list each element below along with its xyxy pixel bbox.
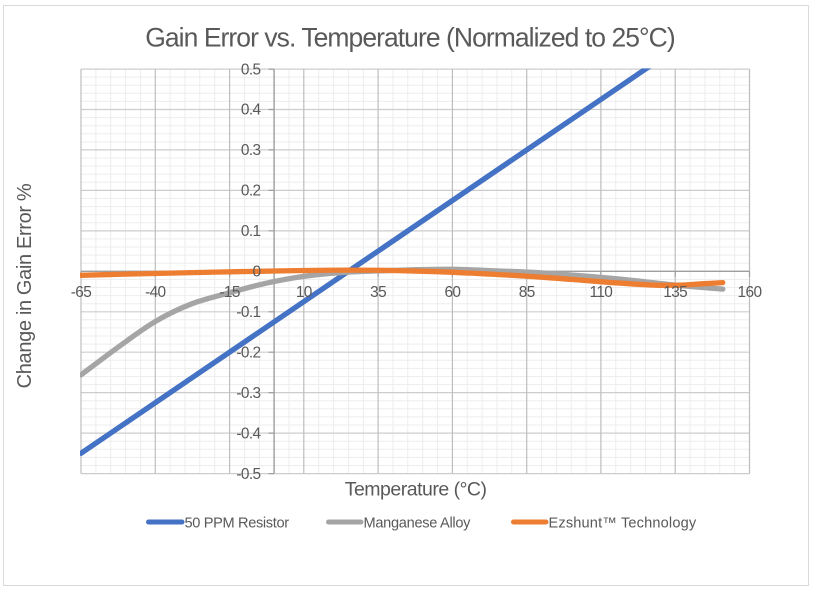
svg-text:-0.4: -0.4 <box>236 425 261 442</box>
svg-text:110: 110 <box>590 284 613 301</box>
svg-text:Change in Gain Error %: Change in Gain Error % <box>14 183 36 388</box>
svg-text:Temperature (°C): Temperature (°C) <box>345 479 487 501</box>
svg-text:160: 160 <box>738 284 762 301</box>
svg-text:0: 0 <box>253 264 261 281</box>
svg-text:50 PPM Resistor: 50 PPM Resistor <box>185 516 290 532</box>
svg-text:-15: -15 <box>219 284 239 301</box>
svg-text:-0.5: -0.5 <box>236 466 260 483</box>
svg-text:Manganese Alloy: Manganese Alloy <box>364 516 472 532</box>
svg-text:-0.2: -0.2 <box>236 344 260 361</box>
svg-text:-40: -40 <box>145 284 165 301</box>
svg-text:60: 60 <box>444 284 460 301</box>
svg-text:10: 10 <box>296 284 312 301</box>
svg-text:35: 35 <box>370 284 386 301</box>
svg-text:0.3: 0.3 <box>241 142 261 159</box>
svg-text:-0.3: -0.3 <box>236 385 260 402</box>
svg-text:-0.1: -0.1 <box>236 304 260 321</box>
svg-text:Gain Error vs. Temperature (No: Gain Error vs. Temperature (Normalized t… <box>145 23 675 53</box>
svg-text:0.4: 0.4 <box>241 102 262 119</box>
svg-text:0.2: 0.2 <box>241 183 261 200</box>
svg-text:Ezshunt™ Technology: Ezshunt™ Technology <box>549 516 697 532</box>
svg-text:135: 135 <box>663 284 687 301</box>
svg-text:0.1: 0.1 <box>241 223 261 240</box>
svg-text:0.5: 0.5 <box>241 61 261 78</box>
svg-text:-65: -65 <box>71 284 91 301</box>
svg-text:85: 85 <box>519 284 535 301</box>
